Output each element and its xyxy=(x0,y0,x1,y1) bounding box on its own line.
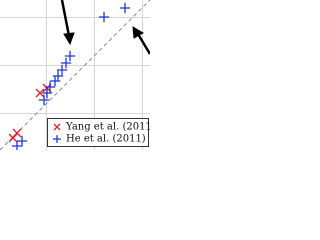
arrow-head xyxy=(63,32,75,46)
plus-marker xyxy=(98,11,110,23)
plus-marker xyxy=(44,81,56,93)
legend: Yang et al. (2011)He et al. (2011) xyxy=(47,118,150,147)
plus-marker xyxy=(16,135,28,147)
x-marker xyxy=(35,88,45,98)
plus-marker xyxy=(56,64,68,76)
page: {"chart_data": {"type": "scatter", "xlim… xyxy=(0,0,150,150)
x-marker xyxy=(53,123,61,131)
chart: Yang et al. (2011)He et al. (2011) xyxy=(0,0,150,150)
plus-marker xyxy=(53,135,61,143)
legend-label: He et al. (2011) xyxy=(66,134,146,145)
diagonal-reference xyxy=(0,0,150,150)
x-marker xyxy=(8,133,18,143)
plus-marker xyxy=(64,50,76,62)
grid xyxy=(0,0,150,150)
arrow xyxy=(60,0,71,37)
plus-marker xyxy=(11,140,23,150)
legend-box xyxy=(47,118,149,147)
plus-marker xyxy=(119,2,131,14)
marks xyxy=(8,2,131,150)
x-marker xyxy=(12,128,22,138)
arrow xyxy=(136,33,150,55)
arrow-head xyxy=(132,26,144,39)
arrows xyxy=(60,0,150,55)
plus-marker xyxy=(60,57,72,69)
plus-marker xyxy=(49,75,61,87)
plus-marker xyxy=(41,87,53,99)
legend-label: Yang et al. (2011) xyxy=(65,122,150,133)
plus-marker xyxy=(38,94,50,106)
